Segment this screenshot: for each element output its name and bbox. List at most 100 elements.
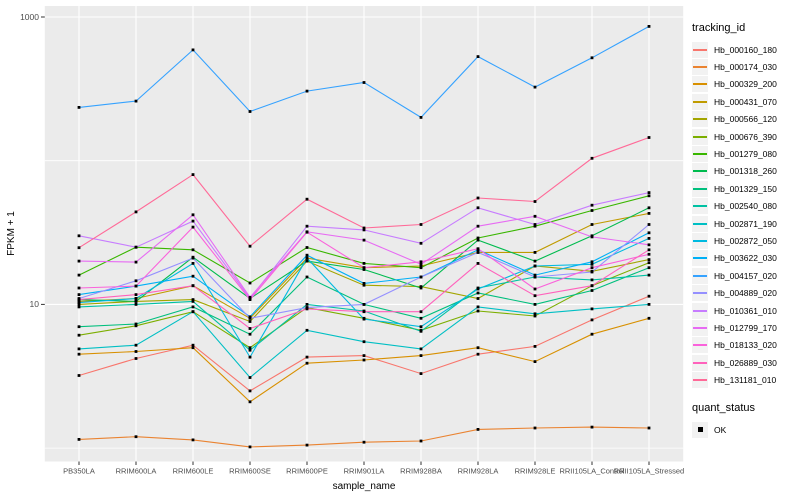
- legend-key-line-icon: [693, 66, 707, 69]
- data-point: [248, 348, 252, 352]
- data-point: [134, 293, 138, 296]
- legend-title-quant-status: quant_status: [692, 401, 755, 414]
- legend-label: Hb_004157_020: [714, 270, 777, 281]
- data-point: [533, 287, 537, 291]
- data-point: [134, 435, 138, 439]
- data-point: [362, 262, 366, 265]
- legend-key-line-icon: [693, 222, 707, 225]
- legend: tracking_id Hb_000160_180 Hb_000174_030 Hb…: [692, 22, 798, 438]
- data-point: [248, 295, 252, 299]
- legend-label: Hb_000329_200: [714, 79, 777, 90]
- data-point: [533, 214, 537, 218]
- data-point: [590, 203, 594, 207]
- data-point: [362, 266, 366, 270]
- data-point: [362, 440, 366, 444]
- data-point: [134, 284, 138, 288]
- legend-key-line-icon: [693, 344, 707, 347]
- legend-item-ok: OK: [692, 421, 798, 438]
- data-point: [647, 248, 651, 252]
- data-point: [476, 305, 480, 309]
- data-point: [533, 259, 537, 263]
- data-point: [476, 352, 480, 356]
- data-point: [476, 247, 480, 251]
- legend-key-line-icon: [693, 153, 707, 156]
- data-point: [419, 439, 423, 443]
- data-point: [476, 196, 480, 200]
- legend-key: [692, 198, 708, 215]
- legend-key-line-icon: [693, 83, 707, 86]
- data-point: [419, 329, 423, 333]
- data-point: [590, 318, 594, 322]
- data-point: [191, 256, 195, 260]
- data-point: [191, 213, 195, 217]
- legend-key: [692, 76, 708, 93]
- data-point: [590, 235, 594, 239]
- data-point: [647, 237, 651, 240]
- data-point: [590, 284, 594, 288]
- data-point: [77, 234, 81, 238]
- legend-items: Hb_000160_180 Hb_000174_030 Hb_000329_200 H…: [692, 41, 798, 389]
- data-point: [305, 275, 309, 279]
- legend-key: [692, 59, 708, 76]
- data-point: [191, 300, 195, 303]
- data-point: [419, 264, 423, 268]
- data-point: [77, 259, 81, 263]
- data-point: [191, 310, 195, 314]
- data-point: [305, 355, 309, 359]
- legend-item-Hb_000329_200: Hb_000329_200: [692, 76, 798, 93]
- legend-item-Hb_002871_190: Hb_002871_190: [692, 215, 798, 232]
- data-point: [77, 347, 81, 351]
- data-point: [533, 200, 537, 203]
- legend-label: Hb_001329_150: [714, 183, 777, 194]
- data-point: [533, 426, 537, 430]
- data-point: [248, 445, 252, 449]
- data-point: [362, 283, 366, 287]
- data-point: [362, 238, 366, 242]
- x-tick-label: PB350LA: [63, 467, 95, 476]
- x-tick-label: RRII105LA_Stressed: [614, 467, 684, 476]
- legend-item-Hb_004889_020: Hb_004889_020: [692, 284, 798, 302]
- data-point: [647, 316, 651, 320]
- data-point: [305, 253, 309, 257]
- data-point: [248, 315, 252, 319]
- data-point: [134, 210, 138, 214]
- data-point: [305, 224, 309, 228]
- legend-item-Hb_000676_390: Hb_000676_390: [692, 128, 798, 145]
- data-point: [362, 358, 366, 362]
- data-point: [419, 275, 423, 279]
- legend-key-line-icon: [693, 292, 707, 295]
- data-point: [419, 262, 423, 266]
- data-point: [533, 312, 537, 316]
- data-point: [305, 89, 309, 93]
- data-point: [419, 354, 423, 357]
- legend-item-Hb_131181_010: Hb_131181_010: [692, 371, 798, 389]
- legend-key-line-icon: [693, 48, 707, 51]
- legend-key: [692, 372, 708, 389]
- data-point: [647, 136, 651, 139]
- legend-item-Hb_002540_080: Hb_002540_080: [692, 198, 798, 215]
- data-point: [77, 325, 81, 329]
- legend-key-line-icon: [693, 100, 707, 103]
- data-point: [77, 298, 81, 301]
- data-point: [533, 275, 537, 279]
- data-point: [362, 354, 366, 357]
- data-point: [476, 55, 480, 58]
- legend-item-Hb_001329_150: Hb_001329_150: [692, 180, 798, 197]
- data-point: [647, 303, 651, 306]
- x-tick-label: RRII105LA_Control: [559, 467, 624, 476]
- x-tick-label: RRIM600SE: [229, 467, 271, 476]
- data-point: [248, 281, 252, 285]
- legend-key-line-icon: [693, 379, 707, 382]
- data-point: [590, 260, 594, 264]
- data-point: [77, 374, 81, 377]
- x-tick-label: RRIM928LA: [458, 467, 499, 476]
- y-axis-title-box: FPKM + 1: [4, 6, 18, 461]
- data-point: [533, 223, 537, 226]
- square-point-icon: [697, 427, 703, 432]
- data-point: [77, 286, 81, 290]
- data-point: [77, 293, 81, 296]
- x-axis-title: sample_name: [332, 481, 396, 492]
- data-point: [590, 270, 594, 274]
- legend-label: Hb_004889_020: [714, 288, 777, 299]
- legend-label: Hb_131181_010: [714, 375, 777, 386]
